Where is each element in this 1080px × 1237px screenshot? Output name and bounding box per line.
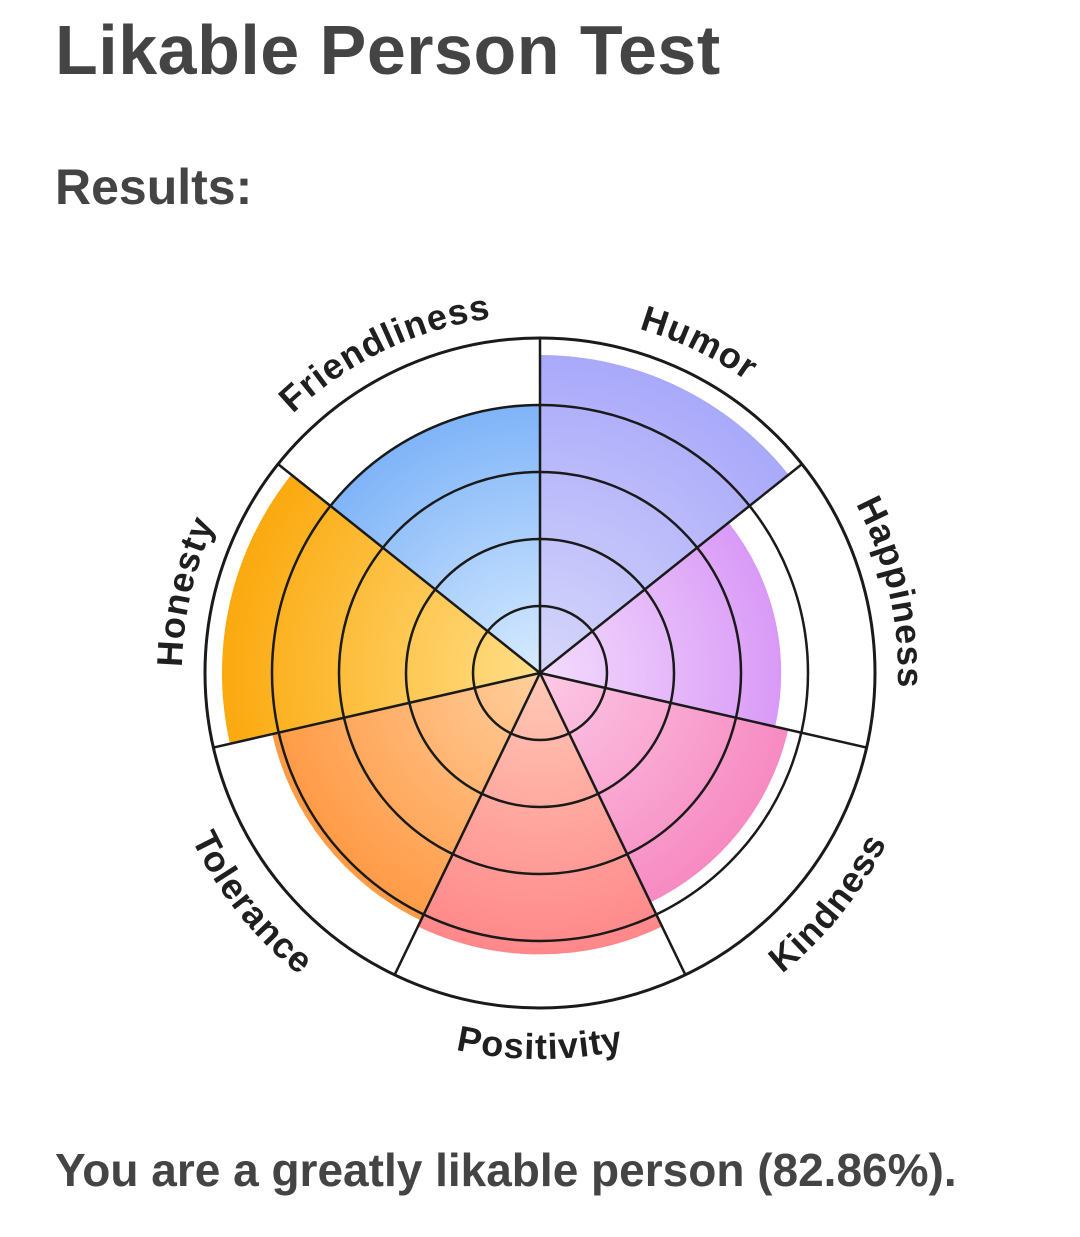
label-happiness: Happiness [849, 489, 931, 688]
label-kindness: Kindness [760, 827, 894, 980]
label-honesty: Honesty [149, 510, 222, 668]
label-tolerance: Tolerance [184, 824, 321, 982]
ring-2 [404, 537, 676, 809]
wedge-tolerance [272, 673, 540, 921]
ring-1 [471, 604, 609, 742]
spoke-1 [539, 463, 803, 674]
wedge-honesty [221, 474, 540, 744]
spoke-6 [277, 463, 541, 674]
page-title: Likable Person Test [55, 11, 721, 89]
result-text: You are a greatly likable person (82.86%… [55, 1144, 957, 1196]
results-heading: Results: [55, 159, 253, 215]
ring-3 [337, 470, 743, 876]
spoke-4 [393, 672, 542, 976]
label-friendliness: Friendliness [271, 286, 493, 420]
wedge-kindness [540, 673, 789, 903]
wedge-positivity [417, 673, 663, 955]
spoke-3 [538, 672, 687, 976]
spoke-5 [213, 671, 541, 749]
label-positivity: Positivity [454, 1017, 626, 1067]
wedge-humor [540, 355, 789, 673]
wedge-friendliness [330, 405, 540, 673]
ring-4 [270, 403, 810, 943]
spoke-2 [539, 671, 867, 749]
wedge-happiness [540, 522, 782, 727]
ring-5 [203, 336, 877, 1010]
label-humor: Humor [636, 297, 766, 387]
